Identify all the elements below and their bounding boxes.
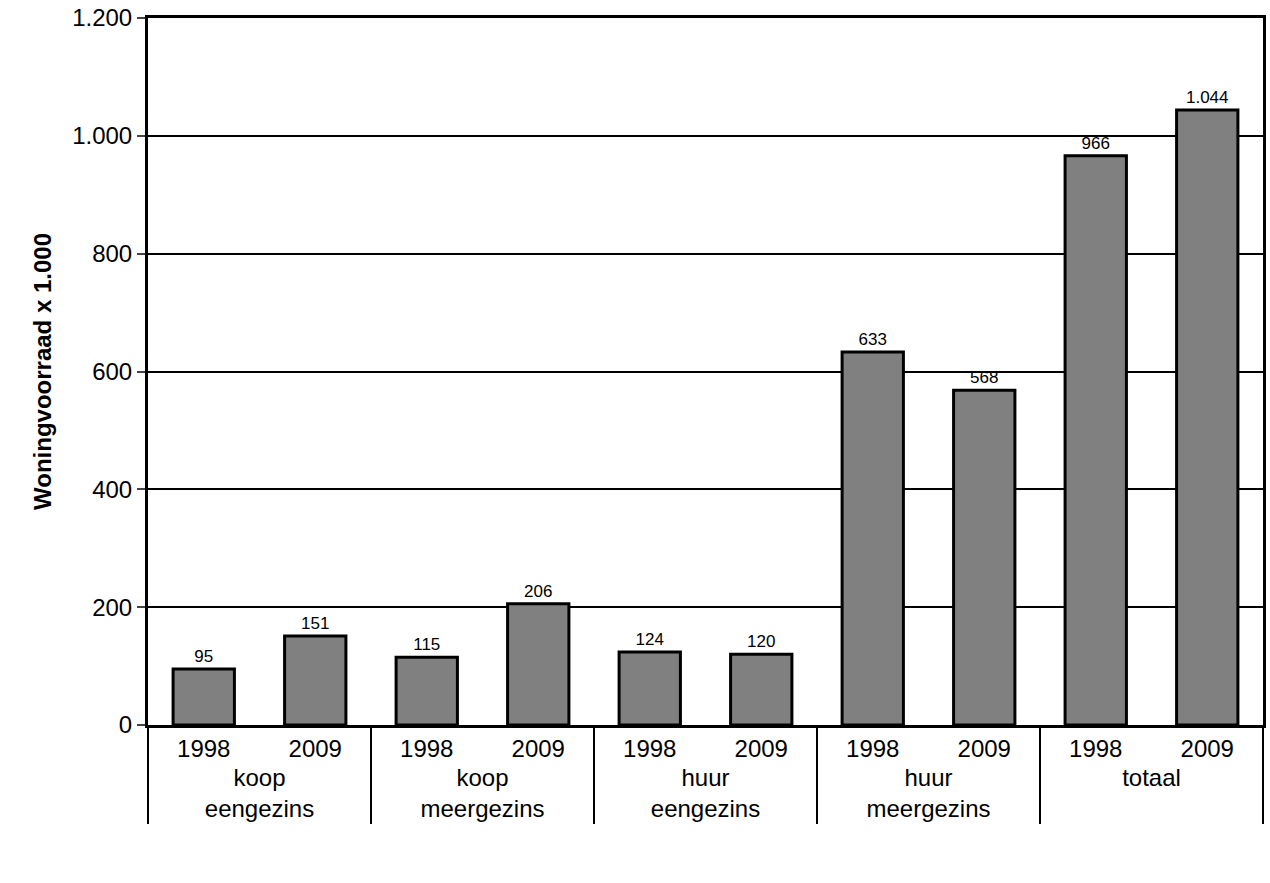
svg-text:200: 200 bbox=[92, 594, 132, 621]
svg-text:120: 120 bbox=[747, 632, 775, 651]
svg-text:600: 600 bbox=[92, 358, 132, 385]
svg-text:568: 568 bbox=[970, 368, 998, 387]
svg-text:huurmeergezins: huurmeergezins bbox=[866, 764, 990, 822]
svg-text:2009: 2009 bbox=[735, 735, 788, 762]
svg-text:1.000: 1.000 bbox=[72, 122, 132, 149]
svg-text:95: 95 bbox=[194, 647, 213, 666]
svg-text:0: 0 bbox=[119, 711, 132, 738]
svg-text:206: 206 bbox=[524, 582, 552, 601]
svg-text:800: 800 bbox=[92, 240, 132, 267]
svg-text:totaal: totaal bbox=[1122, 764, 1181, 791]
svg-text:1998: 1998 bbox=[1069, 735, 1122, 762]
svg-text:1.200: 1.200 bbox=[72, 4, 132, 31]
svg-text:2009: 2009 bbox=[512, 735, 565, 762]
svg-text:2009: 2009 bbox=[289, 735, 342, 762]
svg-text:huureengezins: huureengezins bbox=[651, 764, 760, 822]
svg-text:koopeengezins: koopeengezins bbox=[205, 764, 314, 822]
svg-text:151: 151 bbox=[301, 614, 329, 633]
svg-text:1998: 1998 bbox=[623, 735, 676, 762]
svg-text:1.044: 1.044 bbox=[1186, 88, 1229, 107]
svg-text:400: 400 bbox=[92, 476, 132, 503]
svg-text:Woningvoorraad x 1.000: Woningvoorraad x 1.000 bbox=[29, 233, 56, 510]
svg-text:633: 633 bbox=[859, 330, 887, 349]
svg-text:115: 115 bbox=[413, 635, 440, 654]
svg-text:1998: 1998 bbox=[846, 735, 899, 762]
svg-text:966: 966 bbox=[1082, 134, 1110, 153]
svg-text:1998: 1998 bbox=[177, 735, 230, 762]
svg-text:1998: 1998 bbox=[400, 735, 453, 762]
svg-text:124: 124 bbox=[636, 630, 664, 649]
svg-text:2009: 2009 bbox=[1181, 735, 1234, 762]
svg-text:koopmeergezins: koopmeergezins bbox=[420, 764, 544, 822]
svg-text:2009: 2009 bbox=[958, 735, 1011, 762]
